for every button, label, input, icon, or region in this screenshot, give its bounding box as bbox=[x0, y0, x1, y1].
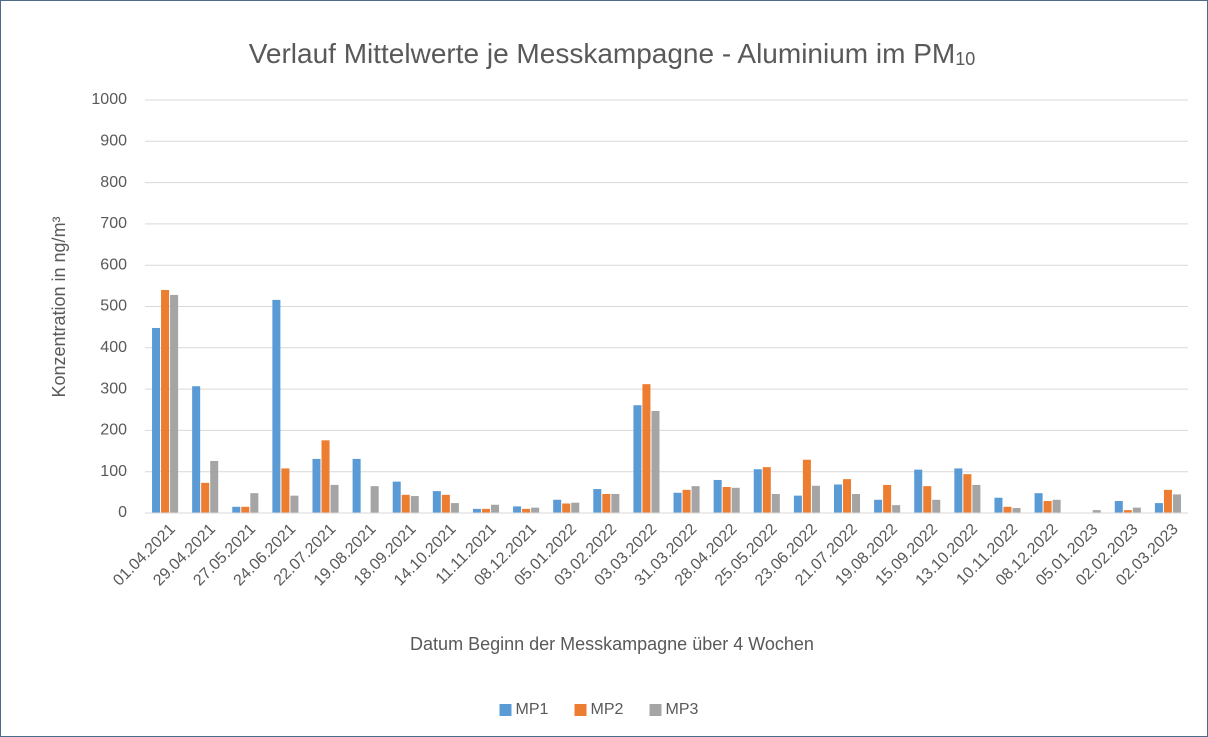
y-tick-label: 300 bbox=[100, 380, 127, 397]
bar bbox=[932, 499, 941, 513]
bar bbox=[722, 486, 731, 513]
title-main: Verlauf Mittelwerte je Messkampagne - Al… bbox=[249, 38, 955, 69]
bar bbox=[1172, 494, 1181, 513]
bar bbox=[843, 479, 852, 513]
bar bbox=[762, 467, 771, 513]
bar bbox=[241, 506, 250, 513]
bar bbox=[312, 458, 321, 513]
bar bbox=[793, 495, 802, 513]
y-tick-label: 500 bbox=[100, 298, 127, 315]
bar bbox=[450, 503, 459, 513]
bar bbox=[170, 294, 179, 513]
bar bbox=[994, 497, 1003, 513]
y-axis-title: Konzentration in ng/m³ bbox=[49, 216, 69, 397]
bar bbox=[691, 486, 700, 513]
bar bbox=[531, 507, 540, 513]
bar bbox=[972, 484, 981, 513]
bar bbox=[1034, 493, 1043, 513]
bar bbox=[352, 458, 361, 513]
bar bbox=[210, 460, 219, 513]
legend-label: MP1 bbox=[516, 701, 549, 718]
y-tick-label: 400 bbox=[100, 339, 127, 356]
bar bbox=[802, 459, 811, 513]
bar bbox=[611, 494, 620, 513]
bar bbox=[883, 484, 892, 513]
bar bbox=[441, 494, 450, 513]
bar bbox=[1043, 501, 1052, 513]
bar bbox=[1003, 506, 1012, 513]
bar bbox=[410, 496, 419, 513]
legend-swatch bbox=[649, 704, 662, 716]
bar bbox=[682, 489, 691, 513]
bar bbox=[642, 384, 651, 513]
bar bbox=[1154, 503, 1163, 513]
bar bbox=[321, 440, 330, 513]
y-tick-label: 800 bbox=[100, 174, 127, 191]
bar bbox=[963, 474, 972, 513]
bar bbox=[914, 469, 923, 513]
bar bbox=[954, 468, 963, 513]
bar bbox=[1092, 510, 1101, 513]
bar bbox=[571, 502, 580, 513]
legend-label: MP3 bbox=[666, 701, 699, 718]
bar bbox=[562, 503, 571, 513]
bar bbox=[633, 405, 642, 513]
bar bbox=[281, 468, 290, 513]
bar bbox=[392, 481, 401, 513]
bar bbox=[192, 386, 201, 513]
bar bbox=[651, 410, 660, 513]
bar bbox=[553, 499, 562, 513]
bar bbox=[232, 506, 241, 513]
y-tick-label: 0 bbox=[118, 504, 127, 521]
bar bbox=[1114, 501, 1123, 513]
bar bbox=[1163, 489, 1172, 513]
bar bbox=[330, 484, 339, 513]
legend-swatch bbox=[574, 704, 587, 716]
bar bbox=[713, 479, 722, 513]
bar bbox=[1012, 508, 1021, 513]
y-tick-label: 700 bbox=[100, 215, 127, 232]
bar bbox=[1052, 499, 1061, 513]
bar bbox=[673, 492, 682, 513]
bar bbox=[833, 484, 843, 513]
bar bbox=[401, 494, 410, 513]
y-tick-label: 600 bbox=[100, 256, 127, 273]
bar bbox=[432, 491, 441, 513]
bar bbox=[490, 504, 500, 513]
y-tick-label: 1000 bbox=[91, 91, 127, 108]
x-axis-title: Datum Beginn der Messkampagne über 4 Woc… bbox=[410, 634, 814, 654]
bar bbox=[472, 508, 481, 513]
y-tick-label: 200 bbox=[100, 422, 127, 439]
bar bbox=[852, 494, 861, 513]
bar bbox=[1123, 510, 1132, 513]
bar bbox=[152, 327, 161, 513]
bar bbox=[811, 485, 820, 513]
y-tick-label: 900 bbox=[100, 133, 127, 150]
bar bbox=[522, 508, 531, 513]
bar bbox=[753, 469, 762, 513]
bar bbox=[201, 482, 210, 513]
bar bbox=[874, 499, 883, 513]
title-subscript: 10 bbox=[955, 49, 975, 69]
legend-label: MP2 bbox=[591, 701, 624, 718]
bar bbox=[771, 494, 780, 513]
bar bbox=[161, 289, 170, 513]
legend-swatch bbox=[499, 704, 512, 716]
chart-title: Verlauf Mittelwerte je Messkampagne - Al… bbox=[249, 38, 976, 69]
bar bbox=[602, 494, 611, 513]
bar bbox=[290, 495, 299, 513]
bar bbox=[892, 505, 901, 513]
y-tick-label: 100 bbox=[100, 463, 127, 480]
bar bbox=[731, 487, 740, 513]
bar bbox=[593, 489, 602, 513]
bar bbox=[1132, 507, 1141, 513]
bar bbox=[250, 493, 259, 513]
bar bbox=[513, 506, 522, 513]
bar bbox=[923, 486, 932, 513]
bar bbox=[272, 299, 281, 513]
bar bbox=[481, 508, 490, 513]
bar bbox=[370, 486, 379, 513]
